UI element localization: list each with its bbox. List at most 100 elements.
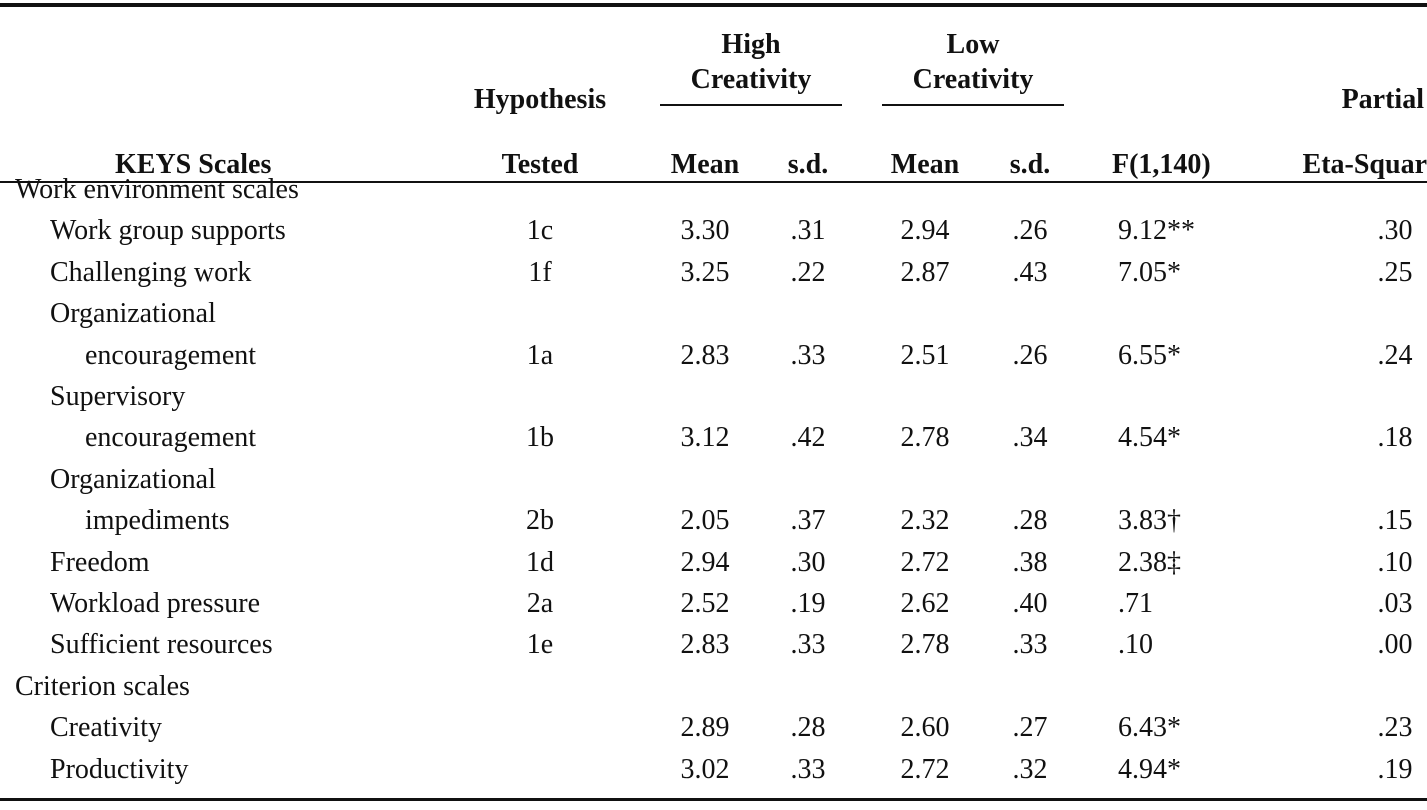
f-value: 6.55*: [1118, 339, 1181, 371]
cell: 2.60: [900, 712, 950, 744]
header-group: Low: [946, 29, 1000, 60]
bottom-rule: [0, 798, 1427, 801]
row-name: impediments: [85, 505, 230, 537]
top-rule: [0, 3, 1427, 7]
row-name: Work group supports: [50, 215, 286, 247]
hypothesis: 2a: [526, 588, 554, 619]
group-rule: [660, 104, 842, 106]
f-value: .10: [1118, 629, 1153, 661]
cell: .22: [790, 256, 826, 288]
f-value: .71: [1118, 588, 1153, 619]
cell: .37: [790, 505, 826, 537]
f-value: 4.94*: [1118, 753, 1181, 785]
row-name: Freedom: [50, 546, 150, 578]
cell: 2.32: [900, 505, 950, 537]
header-sub: s.d.: [1009, 149, 1051, 180]
cell: .27: [1012, 712, 1048, 744]
cell: .40: [1012, 588, 1048, 619]
row-name: Creativity: [50, 712, 162, 744]
cell: .26: [1012, 339, 1048, 371]
eta-value: .24: [1377, 339, 1413, 371]
cell: 2.78: [900, 629, 950, 661]
row-name: encouragement: [85, 339, 257, 371]
eta-value: .25: [1377, 256, 1413, 288]
header-group: Creativity: [912, 64, 1034, 95]
cell: 3.12: [680, 422, 730, 454]
row-name: Organizational: [50, 298, 216, 330]
cell: .33: [790, 339, 826, 371]
row-name: Supervisory: [50, 381, 186, 412]
f-value: 2.38‡: [1118, 546, 1181, 578]
cell: .31: [790, 215, 826, 247]
header-sub: Mean: [670, 149, 740, 180]
cell: .33: [790, 753, 826, 785]
eta-value: .30: [1377, 215, 1413, 247]
cell: 2.62: [900, 588, 950, 619]
f-value: 9.12**: [1118, 215, 1195, 247]
row-name: Productivity: [50, 753, 189, 785]
cell: 2.72: [900, 546, 950, 578]
eta-value: .03: [1377, 588, 1413, 619]
f-value: 3.83†: [1118, 505, 1181, 537]
cell: 3.30: [680, 215, 730, 247]
f-value: 4.54*: [1118, 422, 1181, 454]
cell: 3.25: [680, 256, 730, 288]
cell: .43: [1012, 256, 1048, 288]
cell: 2.78: [900, 422, 950, 454]
header-stub: KEYS Scales: [115, 149, 272, 180]
f-value: 7.05*: [1118, 256, 1181, 288]
cell: 2.89: [680, 712, 730, 744]
header-sub: s.d.: [787, 149, 829, 180]
cell: 2.51: [900, 339, 950, 371]
eta-value: .15: [1377, 505, 1413, 537]
cell: .42: [790, 422, 826, 454]
header-group: High: [721, 29, 781, 60]
cell: 2.94: [900, 215, 950, 247]
row-name: Sufficient resources: [50, 629, 273, 661]
header-hypothesis: Tested: [501, 149, 579, 180]
cell: .33: [790, 629, 826, 661]
cell: .34: [1012, 422, 1048, 454]
cell: .28: [1012, 505, 1048, 537]
cell: 2.05: [680, 505, 730, 537]
cell: 3.02: [680, 753, 730, 785]
header-eta: Eta-Squar: [1302, 149, 1427, 180]
row-name: Challenging work: [50, 256, 252, 288]
cell: .30: [790, 546, 826, 578]
header-f: F(1,140): [1112, 149, 1211, 180]
f-value: 6.43*: [1118, 712, 1181, 744]
hypothesis: 1d: [526, 546, 554, 578]
header-rule: [0, 181, 1427, 183]
hypothesis: 1c: [526, 215, 554, 247]
eta-value: .19: [1377, 753, 1413, 785]
cell: 2.52: [680, 588, 730, 619]
eta-value: .10: [1377, 546, 1413, 578]
cell: .28: [790, 712, 826, 744]
hypothesis: 2b: [526, 505, 554, 537]
header-sub: Mean: [890, 149, 960, 180]
header-hypothesis: Hypothesis: [473, 84, 607, 115]
section-title: Criterion scales: [15, 670, 190, 702]
hypothesis: 1b: [526, 422, 554, 454]
header-eta: Partial: [1341, 84, 1424, 115]
hypothesis: 1f: [528, 256, 552, 288]
cell: 2.83: [680, 339, 730, 371]
cell: .19: [790, 588, 826, 619]
hypothesis: 1a: [526, 339, 554, 371]
row-name: Organizational: [50, 463, 216, 495]
cell: .32: [1012, 753, 1048, 785]
cell: .26: [1012, 215, 1048, 247]
cell: 2.94: [680, 546, 730, 578]
header-group: Creativity: [690, 64, 812, 95]
cell: .38: [1012, 546, 1048, 578]
cell: .33: [1012, 629, 1048, 661]
eta-value: .18: [1377, 422, 1413, 454]
row-name: encouragement: [85, 422, 257, 454]
cell: 2.83: [680, 629, 730, 661]
eta-value: .00: [1377, 629, 1413, 661]
hypothesis: 1e: [526, 629, 554, 661]
cell: 2.87: [900, 256, 950, 288]
section-title: Work environment scales: [15, 174, 299, 205]
group-rule: [882, 104, 1064, 106]
